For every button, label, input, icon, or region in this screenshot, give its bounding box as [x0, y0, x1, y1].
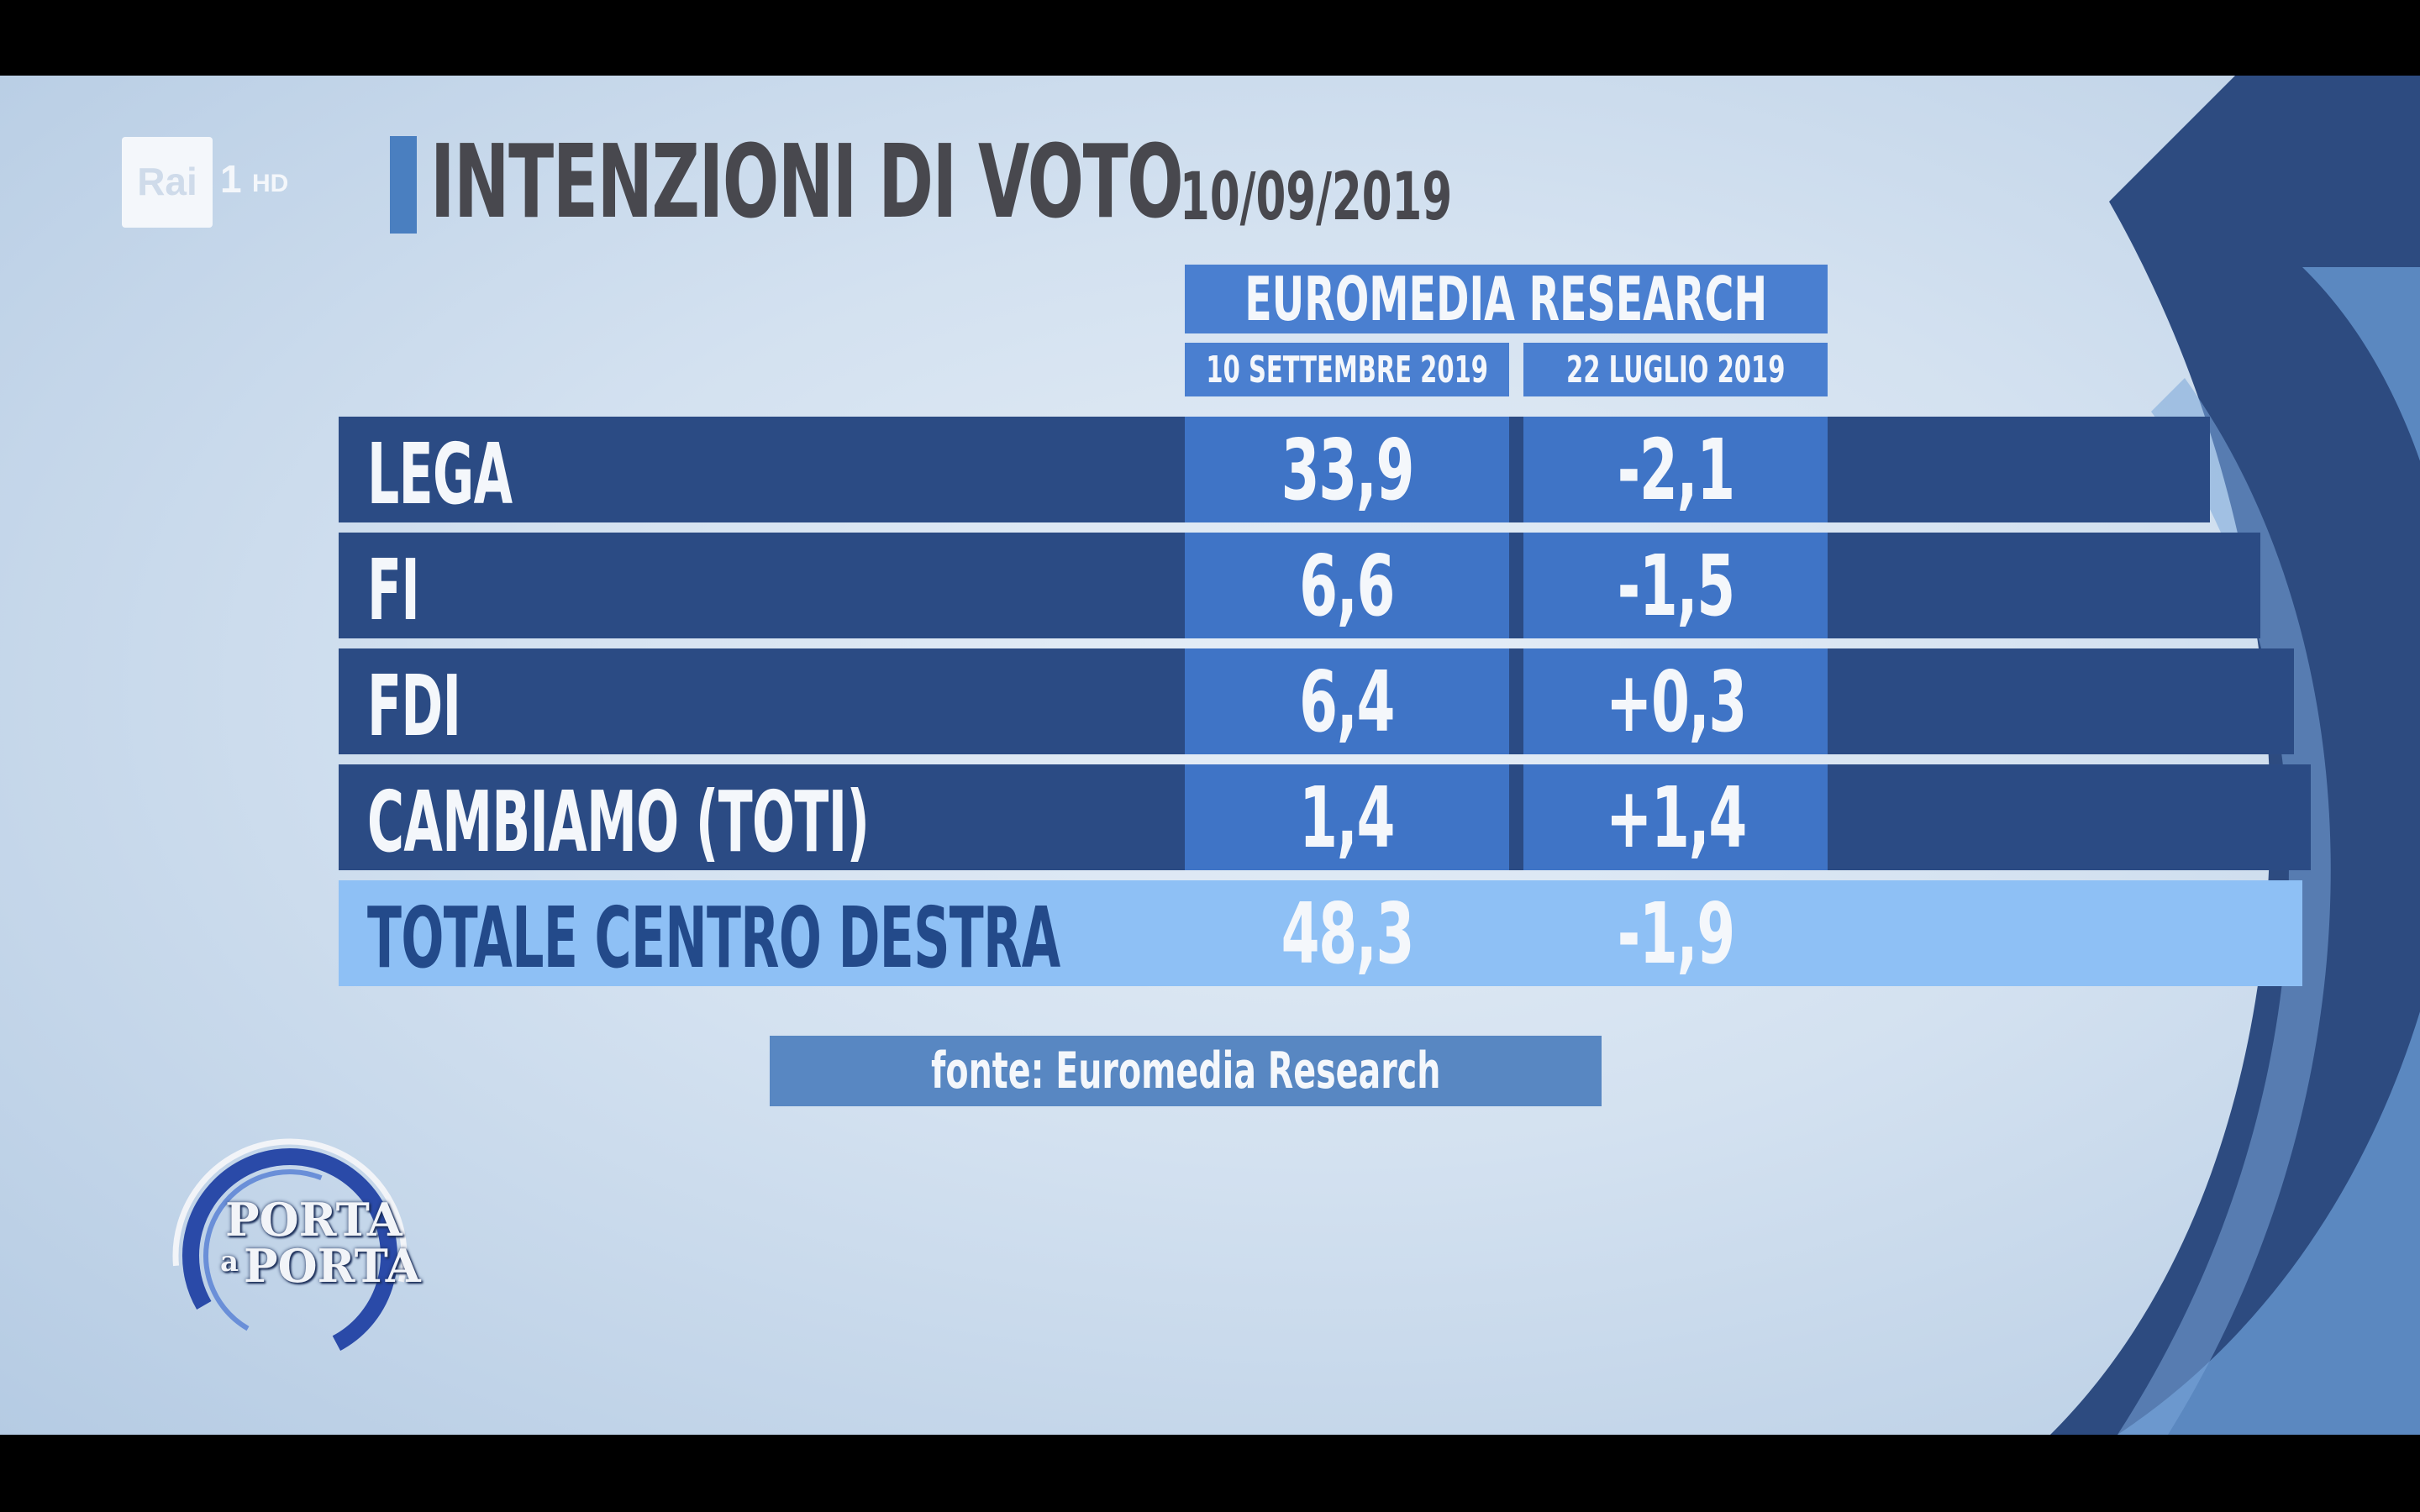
- party-label: FDI: [367, 657, 461, 755]
- column-header-previous-label: 22 LUGLIO 2019: [1565, 348, 1786, 391]
- channel-number: 1: [220, 157, 242, 201]
- party-label: LEGA: [367, 425, 513, 523]
- source-note: fonte: Euromedia Research: [770, 1036, 1602, 1106]
- value-text: 6,4: [1299, 652, 1396, 751]
- value-cell: 6,6: [1185, 533, 1509, 638]
- rai-logo: Rai: [122, 137, 213, 228]
- source-header-label: EUROMEDIA RESEARCH: [1244, 264, 1768, 334]
- delta-cell: +0,3: [1523, 648, 1828, 754]
- rai-logo-text: Rai: [137, 160, 197, 203]
- channel-quality: HD: [252, 170, 289, 197]
- letterbox-top: [0, 0, 2420, 76]
- program-logo-connector: a: [220, 1245, 239, 1278]
- decorative-arcs: [2050, 76, 2420, 1435]
- source-note-text: fonte: Euromedia Research: [930, 1042, 1441, 1100]
- value-cell: 6,4: [1185, 648, 1509, 754]
- party-label: CAMBIAMO (TOTI): [367, 773, 870, 871]
- delta-text: +1,4: [1605, 768, 1747, 867]
- total-value-text: 48,3: [1281, 884, 1414, 983]
- table-row-cambiamo: CAMBIAMO (TOTI) 1,4 +1,4: [339, 764, 2311, 871]
- delta-text: -1,5: [1617, 536, 1734, 635]
- program-logo-line2: PORTA: [244, 1239, 421, 1293]
- value-cell: 33,9: [1185, 417, 1509, 522]
- party-label: FI: [367, 541, 420, 639]
- total-label: TOTALE CENTRO DESTRA: [367, 889, 1060, 987]
- column-header-current-label: 10 SETTEMBRE 2019: [1206, 348, 1488, 391]
- title-date: 10/09/2019: [1180, 160, 1453, 235]
- delta-text: -2,1: [1617, 420, 1734, 519]
- column-header-previous: 22 LUGLIO 2019: [1523, 343, 1828, 396]
- source-header: EUROMEDIA RESEARCH: [1185, 264, 1828, 334]
- value-cell: 1,4: [1185, 764, 1509, 870]
- total-delta-cell: -1,9: [1523, 880, 1828, 986]
- table-row-fi: FI 6,6 -1,5: [339, 533, 2260, 639]
- program-logo-line1: PORTA: [225, 1193, 402, 1247]
- delta-cell: -1,5: [1523, 533, 1828, 638]
- total-delta-text: -1,9: [1617, 884, 1734, 983]
- page-title: INTENZIONI DI VOTO: [430, 124, 1184, 241]
- table-row-fdi: FDI 6,4 +0,3: [339, 648, 2294, 755]
- value-text: 33,9: [1281, 420, 1414, 519]
- porta-a-porta-logo-ring: [172, 1138, 408, 1373]
- delta-cell: +1,4: [1523, 764, 1828, 870]
- broadcast-graphic: Rai 1 HD INTENZIONI DI VOTO 10/09/2019 E…: [0, 76, 2420, 1435]
- letterbox-bottom: [0, 1435, 2420, 1512]
- delta-text: +0,3: [1605, 652, 1747, 751]
- table-row-total: TOTALE CENTRO DESTRA 48,3 -1,9: [339, 880, 2302, 987]
- column-header-current: 10 SETTEMBRE 2019: [1185, 343, 1509, 396]
- value-text: 6,6: [1299, 536, 1396, 635]
- value-text: 1,4: [1299, 768, 1396, 867]
- table-row-lega: LEGA 33,9 -2,1: [339, 417, 2210, 523]
- delta-cell: -2,1: [1523, 417, 1828, 522]
- title-accent-bar: [390, 136, 417, 234]
- total-value-cell: 48,3: [1185, 880, 1509, 986]
